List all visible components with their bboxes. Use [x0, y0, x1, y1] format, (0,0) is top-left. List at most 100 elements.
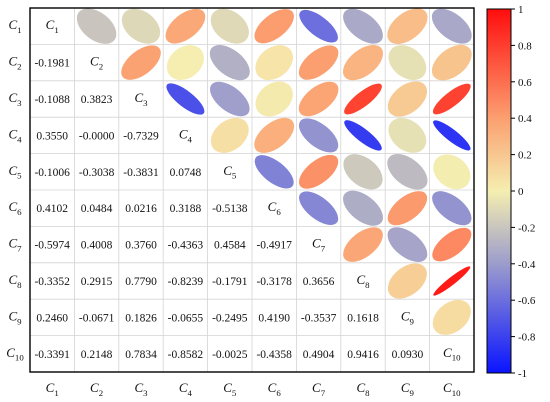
correlation-ellipse	[298, 154, 339, 189]
y-tick-label: C2	[8, 54, 21, 72]
correlation-ellipse	[165, 8, 206, 44]
y-tick-label: C10	[6, 345, 24, 363]
correlation-value: -0.3391	[34, 349, 70, 361]
matrix-cells: C1-0.1981 C2-0.1088 0.3823 C30.3550 -0.0000-…	[34, 8, 472, 363]
correlation-ellipse	[387, 153, 428, 190]
colorbar-tick-label: 0	[518, 186, 524, 198]
y-tick-label: C9	[8, 308, 22, 326]
x-tick-label: C6	[268, 380, 282, 398]
correlation-value: -0.8239	[168, 276, 204, 288]
correlation-value: -0.1981	[34, 58, 70, 70]
correlation-ellipse	[343, 154, 383, 190]
x-tick-label: C3	[134, 380, 148, 398]
correlation-ellipse	[209, 81, 250, 117]
correlation-ellipse	[299, 191, 339, 225]
correlation-value: 0.4584	[214, 240, 246, 252]
correlation-value: -0.7329	[123, 130, 159, 142]
diagonal-label: C2	[90, 54, 103, 72]
correlation-ellipse	[433, 266, 471, 296]
y-tick-label: C1	[8, 17, 21, 35]
correlation-ellipse	[343, 8, 383, 44]
correlation-ellipse	[433, 154, 471, 190]
correlation-value: -0.3352	[34, 276, 70, 288]
correlation-ellipse	[431, 44, 472, 81]
correlation-ellipse	[299, 9, 338, 43]
correlation-ellipse	[210, 117, 249, 153]
correlation-ellipse	[387, 263, 427, 299]
correlation-value: 0.7790	[125, 276, 157, 288]
x-tick-label: C2	[90, 380, 103, 398]
correlation-value: -0.3537	[301, 312, 337, 324]
correlation-value: 0.0216	[125, 203, 157, 215]
correlation-value: 0.4190	[258, 312, 290, 324]
correlation-value: 0.2148	[81, 349, 113, 361]
x-tick-label: C5	[223, 380, 237, 398]
correlation-value: 0.2460	[36, 312, 68, 324]
correlation-ellipse	[298, 81, 339, 117]
correlation-value: 0.3656	[303, 276, 335, 288]
colorbar-tick-label: 0.6	[518, 77, 532, 89]
correlation-ellipse	[432, 191, 472, 226]
correlation-value: 0.0748	[170, 167, 202, 179]
correlation-ellipse	[387, 191, 428, 226]
colorbar-tick-label: -0.4	[518, 259, 536, 271]
correlation-value: -0.4363	[168, 240, 204, 252]
diagonal-label: C8	[356, 272, 370, 290]
correlation-value: -0.0655	[168, 312, 204, 324]
x-tick-label: C8	[356, 380, 370, 398]
correlation-ellipse	[388, 117, 427, 153]
plot-frame	[29, 7, 475, 373]
correlation-value: -0.1791	[212, 276, 248, 288]
correlation-ellipse	[431, 8, 472, 44]
correlation-ellipse	[343, 190, 383, 226]
correlation-value: 0.9416	[347, 349, 379, 361]
correlation-ellipse	[387, 81, 428, 117]
diagonal-label: C10	[443, 345, 461, 363]
diagonal-label: C5	[223, 163, 237, 181]
correlation-ellipse	[298, 118, 339, 153]
correlation-ellipse	[76, 8, 117, 44]
y-tick-label: C7	[8, 236, 22, 254]
correlation-value: 0.3188	[170, 203, 202, 215]
correlation-value: 0.4102	[36, 203, 68, 215]
axis-tick-labels: C1 C1 C2 C2 C3 C3 C4 C4 C5 C5 C6 C6 C7 C7 C8 C8 C9 C9 C10 C…	[6, 17, 461, 398]
correlation-value: 0.3760	[125, 240, 157, 252]
y-tick-label: C4	[8, 126, 22, 144]
y-tick-label: C5	[8, 163, 22, 181]
x-tick-label: C4	[179, 380, 193, 398]
correlation-value: -0.3038	[79, 167, 115, 179]
diagonal-label: C9	[401, 308, 415, 326]
correlation-ellipse	[255, 45, 294, 81]
correlation-ellipse	[344, 83, 382, 115]
correlation-value: 0.4008	[81, 240, 113, 252]
correlation-value: -0.5974	[34, 240, 70, 252]
diagonal-label: C6	[268, 199, 282, 217]
correlation-value: 0.4904	[303, 349, 335, 361]
diagonal-label: C7	[312, 236, 326, 254]
correlation-ellipse	[121, 45, 161, 80]
correlation-ellipse	[432, 227, 472, 262]
correlation-ellipse	[433, 120, 471, 151]
colorbar-tick-label: 1	[518, 4, 524, 16]
correlation-ellipse	[432, 83, 471, 115]
colorbar-tick-label: -0.6	[518, 295, 536, 307]
colorbar-gradient	[486, 8, 512, 374]
correlation-value: -0.4917	[256, 240, 292, 252]
correlation-value: 0.3550	[36, 130, 68, 142]
correlation-ellipse	[209, 45, 250, 81]
correlation-ellipse	[387, 8, 428, 45]
colorbar-tick-label: -1	[518, 368, 527, 380]
correlation-ellipse	[166, 45, 204, 81]
correlation-ellipse	[342, 44, 384, 81]
correlation-value: -0.5138	[212, 203, 248, 215]
colorbar-tick-label: -0.2	[518, 222, 535, 234]
correlation-value: -0.3178	[256, 276, 292, 288]
correlation-ellipse	[254, 9, 294, 44]
correlation-ellipse	[255, 81, 293, 117]
correlation-value: -0.3831	[123, 167, 159, 179]
colorbar: 1 0.8 0.6 0.4 0.2 0 -0.2 -0.4 -0.6 -0.8 -1	[486, 4, 536, 380]
x-tick-label: C10	[443, 380, 461, 398]
y-tick-label: C8	[8, 272, 22, 290]
y-tick-label: C6	[8, 199, 22, 217]
correlation-ellipse	[343, 227, 383, 262]
